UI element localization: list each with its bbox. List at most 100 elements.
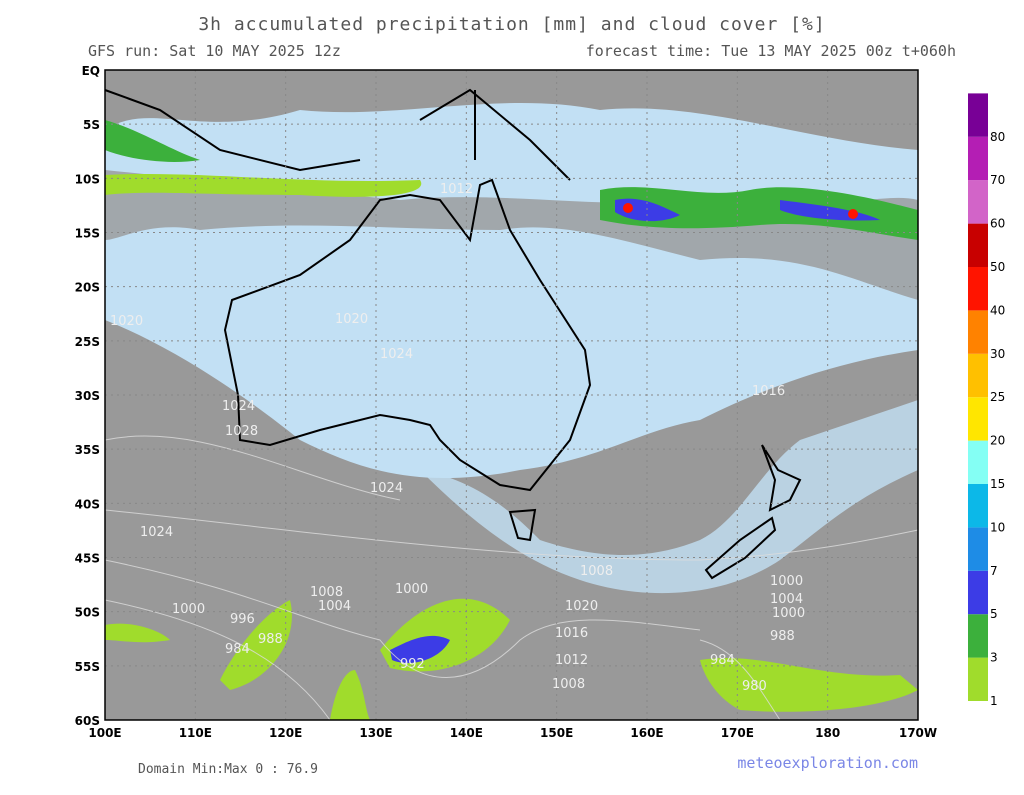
colorbar-swatch — [968, 353, 988, 398]
isobar-label: 1024 — [222, 399, 255, 414]
colorbar-label: 10 — [990, 520, 1005, 534]
isobar-label: 1020 — [335, 312, 368, 327]
isobar-label: 992 — [400, 657, 425, 672]
isobar-label: 1000 — [770, 574, 803, 589]
colorbar-swatch — [968, 527, 988, 571]
lat-label: 5S — [83, 118, 100, 132]
lon-label: 170E — [721, 726, 754, 740]
lat-label: EQ — [82, 64, 100, 78]
cloud-gap — [420, 400, 918, 594]
precip — [615, 198, 880, 222]
lon-label: 180 — [815, 726, 840, 740]
isobar-label: 1016 — [555, 626, 588, 641]
isobar-label: 1000 — [172, 602, 205, 617]
lon-label: 110E — [179, 726, 212, 740]
title: 3h accumulated precipitation [mm] and cl… — [198, 14, 825, 35]
isobar-label: 988 — [258, 632, 283, 647]
isobar-label: 1000 — [395, 582, 428, 597]
colorbar-swatch — [968, 570, 988, 615]
isobar-label: 1008 — [552, 677, 585, 692]
lat-label: 35S — [75, 443, 100, 457]
colorbar-swatch — [968, 657, 988, 701]
isobar-label: 988 — [770, 629, 795, 644]
lat-label: 15S — [75, 227, 100, 241]
isobar-label: 1024 — [380, 347, 413, 362]
colorbar-swatch — [968, 614, 988, 658]
isobar-label: 1000 — [772, 606, 805, 621]
isobar-label: 1024 — [370, 481, 403, 496]
precip — [105, 173, 422, 197]
colorbar-label: 50 — [990, 260, 1005, 274]
colorbar-label: 80 — [990, 130, 1005, 144]
colorbar-swatch — [968, 267, 988, 311]
run-label: GFS run: Sat 10 MAY 2025 12z — [88, 42, 341, 60]
colorbar-label: 40 — [990, 303, 1005, 317]
colorbar-label: 3 — [990, 651, 998, 665]
colorbar-label: 60 — [990, 217, 1005, 231]
lat-label: 20S — [75, 281, 100, 295]
colorbar-label: 15 — [990, 477, 1005, 491]
axis-labels: EQ5S10S15S20S25S30S35S40S45S50S55S60S100… — [75, 64, 937, 740]
isobar-label: 1020 — [565, 599, 598, 614]
site: meteoexploration.com — [737, 754, 918, 772]
precip — [105, 120, 200, 162]
lat-label: 30S — [75, 389, 100, 403]
lat-label: 10S — [75, 172, 100, 186]
isobar-label: 1008 — [310, 585, 343, 600]
colorbar-swatch — [968, 223, 988, 267]
isobar-label: 984 — [710, 653, 735, 668]
lat-label: 50S — [75, 606, 100, 620]
cloud — [105, 170, 918, 300]
map-frame — [104, 69, 919, 721]
precip — [105, 598, 918, 720]
colorbar-label: 7 — [990, 564, 998, 578]
colorbar-label: 30 — [990, 347, 1005, 361]
colorbar-swatch — [968, 440, 988, 484]
isobar-label: 1028 — [225, 424, 258, 439]
colorbar-label: 5 — [990, 607, 998, 621]
colorbar-swatch — [968, 180, 988, 224]
lat-label: 40S — [75, 497, 100, 511]
isobar-label: 984 — [225, 642, 250, 657]
lat-label: 55S — [75, 660, 100, 674]
isobar-label: 1008 — [580, 564, 613, 579]
coastline — [223, 178, 592, 492]
isobar-label: 1020 — [110, 314, 143, 329]
graticule — [105, 70, 918, 720]
coastline — [508, 508, 537, 542]
coastline — [704, 444, 802, 580]
colorbar-swatch — [968, 484, 988, 528]
colorbar-label: 70 — [990, 173, 1005, 187]
isobar-label: 1012 — [440, 182, 473, 197]
isobar-label: 1016 — [752, 384, 785, 399]
lon-label: 160E — [630, 726, 663, 740]
colorbar-label: 20 — [990, 434, 1005, 448]
isobar-label: 980 — [742, 679, 767, 694]
lat-label: 25S — [75, 335, 100, 349]
isobar-label: 1004 — [318, 599, 351, 614]
colorbar-swatch — [968, 93, 988, 137]
isobar-label: 1004 — [770, 592, 803, 607]
isobar-label: 1012 — [555, 653, 588, 668]
colorbar-swatch — [968, 310, 988, 354]
precip — [623, 203, 633, 213]
lon-label: 120E — [269, 726, 302, 740]
precip — [848, 209, 858, 219]
isobar-label: 996 — [230, 612, 255, 627]
isobar-label: 1024 — [140, 525, 173, 540]
forecast-label: forecast time: Tue 13 MAY 2025 00z t+060… — [586, 42, 956, 60]
colorbar-label: 25 — [990, 390, 1005, 404]
colorbar: 1 3 5 7 10 15 20 25 30 40 50 60 70 80 — [968, 93, 1005, 708]
lon-label: 170W — [899, 726, 937, 740]
lon-label: 100E — [88, 726, 121, 740]
coastline — [105, 88, 571, 181]
map-area: 1020 102010241024102810241024101210009969… — [105, 70, 918, 720]
isobar-labels: 1020 102010241024102810241024101210009969… — [110, 182, 805, 694]
lon-label: 140E — [450, 726, 483, 740]
precip — [600, 187, 918, 240]
lon-label: 130E — [359, 726, 392, 740]
colorbar-swatch — [968, 397, 988, 441]
minmax: Domain Min:Max 0 : 76.9 — [138, 762, 318, 777]
